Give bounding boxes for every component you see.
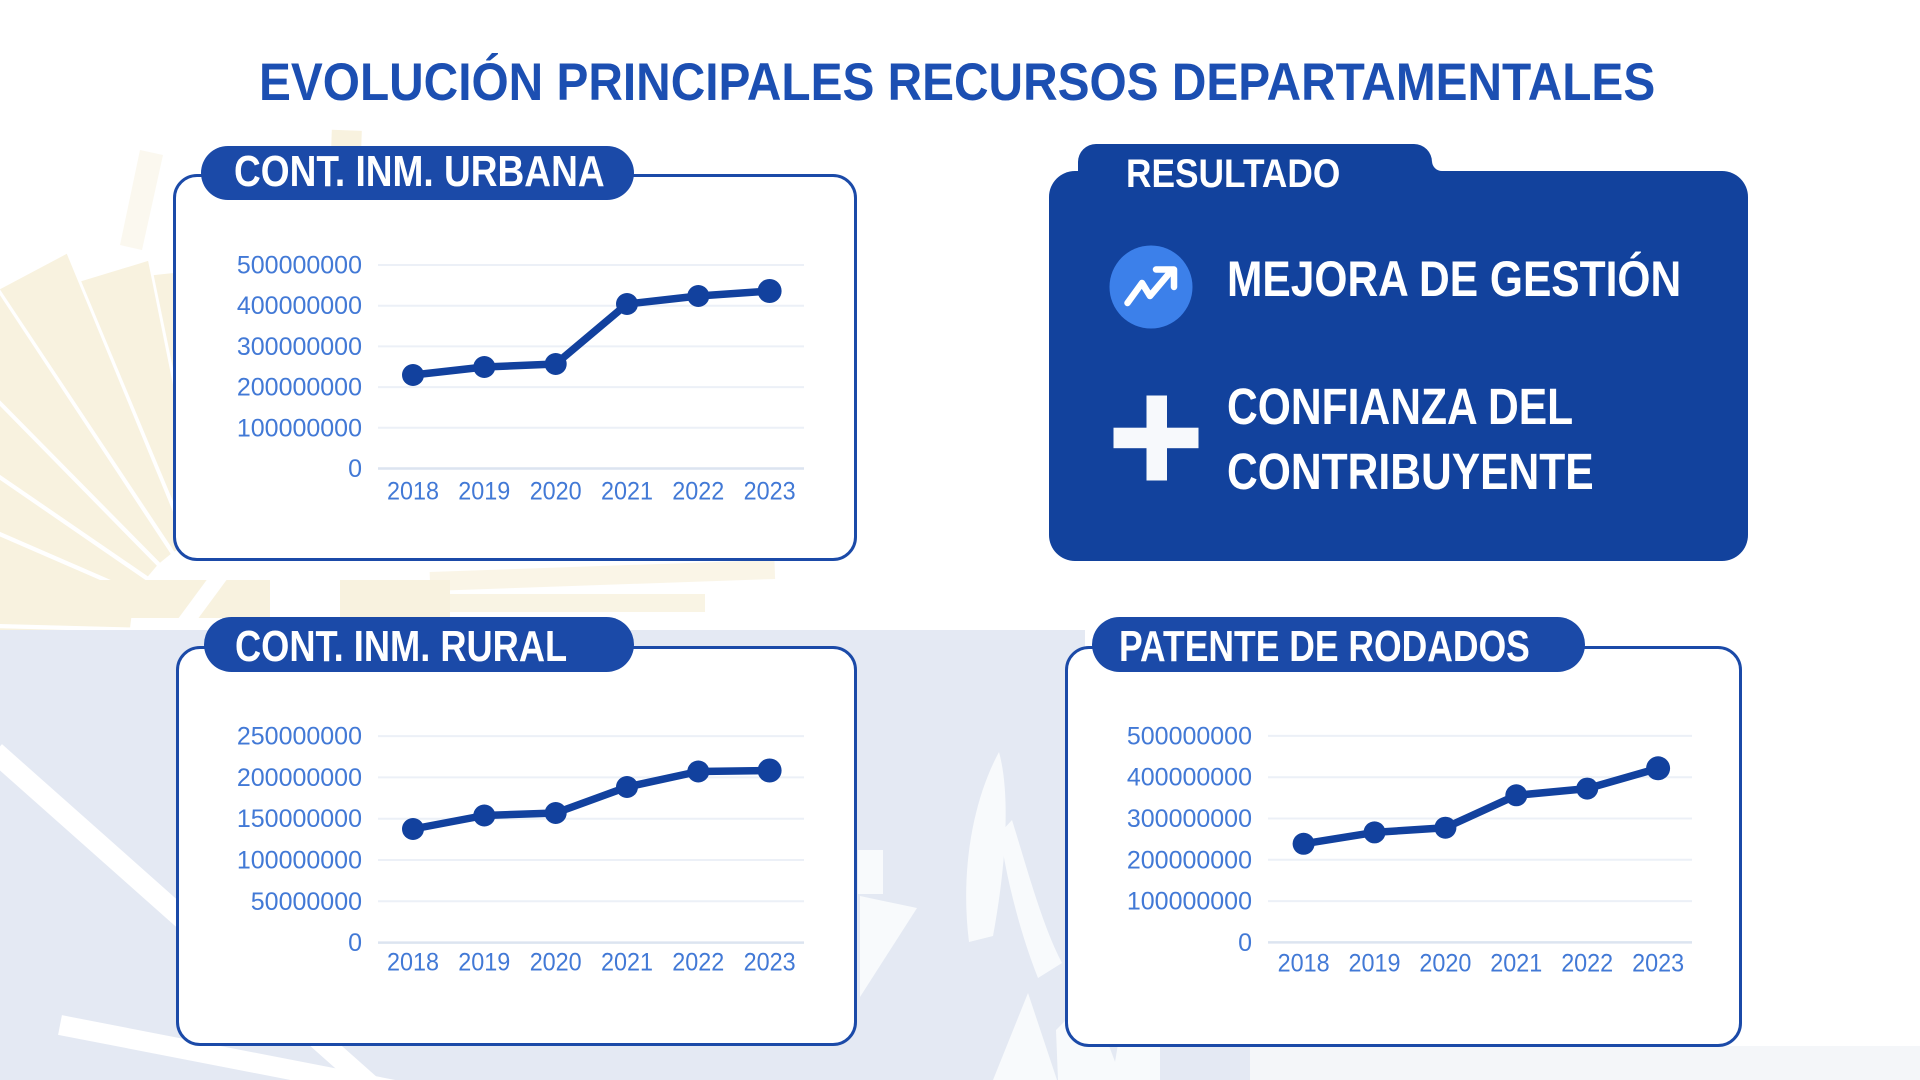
svg-text:300000000: 300000000 — [1127, 805, 1252, 833]
svg-text:200000000: 200000000 — [237, 764, 362, 792]
svg-text:500000000: 500000000 — [1127, 722, 1252, 750]
svg-text:300000000: 300000000 — [237, 333, 362, 361]
svg-text:2019: 2019 — [458, 478, 510, 506]
svg-text:2022: 2022 — [1561, 950, 1613, 978]
svg-text:100000000: 100000000 — [1127, 888, 1252, 916]
svg-text:150000000: 150000000 — [237, 805, 362, 833]
svg-text:2020: 2020 — [1419, 950, 1471, 978]
svg-text:0: 0 — [348, 455, 362, 483]
svg-text:100000000: 100000000 — [237, 847, 362, 875]
svg-text:200000000: 200000000 — [237, 374, 362, 402]
svg-text:200000000: 200000000 — [1127, 846, 1252, 874]
svg-text:2021: 2021 — [1490, 950, 1542, 978]
svg-text:250000000: 250000000 — [237, 723, 362, 751]
svg-text:2023: 2023 — [744, 949, 796, 977]
svg-text:2022: 2022 — [672, 949, 724, 977]
svg-text:2023: 2023 — [744, 478, 796, 506]
svg-text:100000000: 100000000 — [237, 414, 362, 442]
svg-text:2019: 2019 — [458, 949, 510, 977]
svg-text:2022: 2022 — [672, 478, 724, 506]
svg-text:0: 0 — [348, 929, 362, 957]
svg-text:2019: 2019 — [1349, 950, 1401, 978]
svg-text:2021: 2021 — [601, 949, 653, 977]
svg-text:2020: 2020 — [530, 478, 582, 506]
svg-text:2018: 2018 — [387, 478, 439, 506]
svg-text:2018: 2018 — [387, 949, 439, 977]
svg-text:2021: 2021 — [601, 478, 653, 506]
svg-text:400000000: 400000000 — [237, 292, 362, 320]
svg-text:500000000: 500000000 — [237, 252, 362, 280]
svg-text:50000000: 50000000 — [251, 888, 362, 916]
svg-text:2020: 2020 — [530, 949, 582, 977]
svg-text:400000000: 400000000 — [1127, 764, 1252, 792]
svg-text:0: 0 — [1238, 929, 1252, 957]
svg-text:2018: 2018 — [1278, 950, 1330, 978]
svg-text:2023: 2023 — [1632, 950, 1684, 978]
